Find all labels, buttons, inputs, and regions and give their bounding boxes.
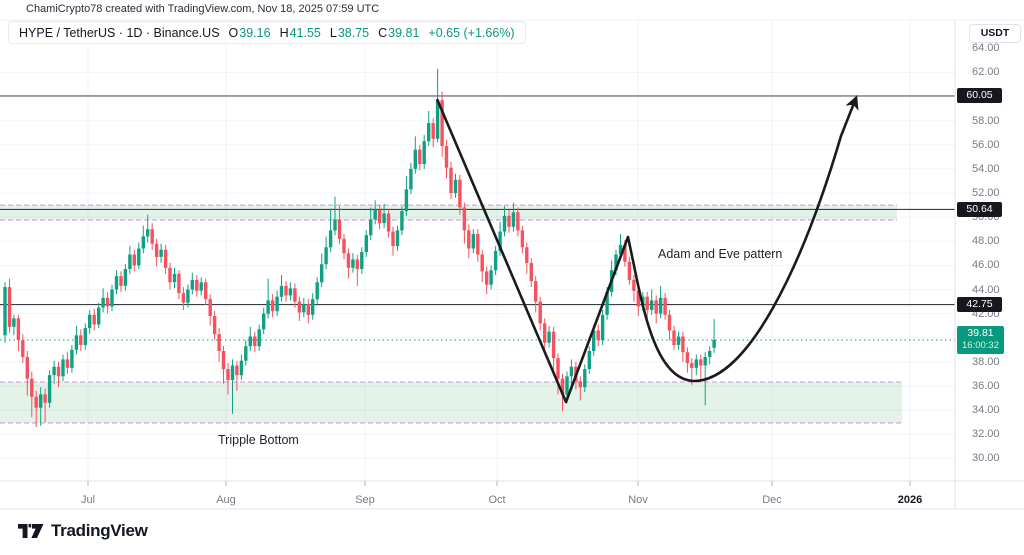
time-tick-label: Jul — [80, 494, 96, 506]
price-tick-label: 32.00 — [972, 428, 1000, 441]
price-label-resistance: 60.05 — [957, 88, 1002, 103]
price-label-support: 42.75 — [957, 297, 1002, 312]
price-tick-label: 30.00 — [972, 452, 1000, 465]
price-tick-label: 34.00 — [972, 404, 1000, 417]
open-label: O — [228, 25, 239, 40]
currency-toggle-button[interactable]: USDT — [969, 24, 1021, 43]
change-value: +0.65 (+1.66%) — [428, 25, 515, 40]
price-label-zone: 50.64 — [957, 202, 1002, 217]
last-price-label: 39.81 16:00:32 — [957, 326, 1004, 354]
price-tick-label: 62.00 — [972, 66, 1000, 79]
low-label: L — [329, 25, 337, 40]
time-tick-label: Sep — [355, 494, 375, 506]
last-price-value: 39.81 — [967, 327, 994, 339]
price-tick-label: 52.00 — [972, 187, 1000, 200]
price-tick-label: 48.00 — [972, 235, 1000, 248]
tradingview-logo-icon — [18, 524, 44, 538]
high-label: H — [279, 25, 289, 40]
high-value: 41.55 — [289, 25, 321, 40]
close-label: C — [378, 25, 388, 40]
tradingview-branding[interactable]: TradingView — [18, 521, 148, 541]
price-tick-label: 44.00 — [972, 283, 1000, 296]
symbol-title: HYPE / TetherUS · 1D · Binance.US — [19, 25, 220, 40]
price-tick-label: 56.00 — [972, 138, 1000, 151]
price-tick-label: 58.00 — [972, 114, 1000, 127]
candlestick-series — [3, 68, 716, 427]
time-tick-label: 2026 — [897, 494, 923, 506]
time-tick-label: Aug — [216, 494, 236, 506]
time-tick-label: Dec — [762, 494, 782, 506]
low-value: 38.75 — [337, 25, 370, 40]
time-tick-label: Nov — [628, 494, 648, 506]
close-value: 39.81 — [388, 25, 420, 40]
time-tick-label: Oct — [488, 494, 506, 506]
bar-countdown: 16:00:32 — [962, 340, 999, 351]
price-tick-label: 64.00 — [972, 42, 1000, 55]
tradingview-logo-text: TradingView — [51, 521, 148, 540]
price-tick-label: 38.00 — [972, 355, 1000, 368]
attribution-text: ChamiCrypto78 created with TradingView.c… — [26, 3, 380, 15]
grid-lines — [0, 20, 955, 481]
price-tick-label: 54.00 — [972, 162, 1000, 175]
pane-borders — [0, 19, 1024, 510]
open-value: 39.16 — [239, 25, 271, 40]
annotation-triple-bottom[interactable]: Tripple Bottom — [218, 433, 299, 447]
symbol-legend[interactable]: HYPE / TetherUS · 1D · Binance.US O 39.1… — [8, 21, 526, 44]
horizontal-level-lines[interactable] — [0, 95, 955, 306]
price-tick-label: 46.00 — [972, 259, 1000, 272]
annotation-adam-and-eve[interactable]: Adam and Eve pattern — [658, 247, 783, 261]
pattern-arrow-drawing[interactable] — [435, 95, 859, 404]
price-tick-label: 36.00 — [972, 379, 1000, 392]
